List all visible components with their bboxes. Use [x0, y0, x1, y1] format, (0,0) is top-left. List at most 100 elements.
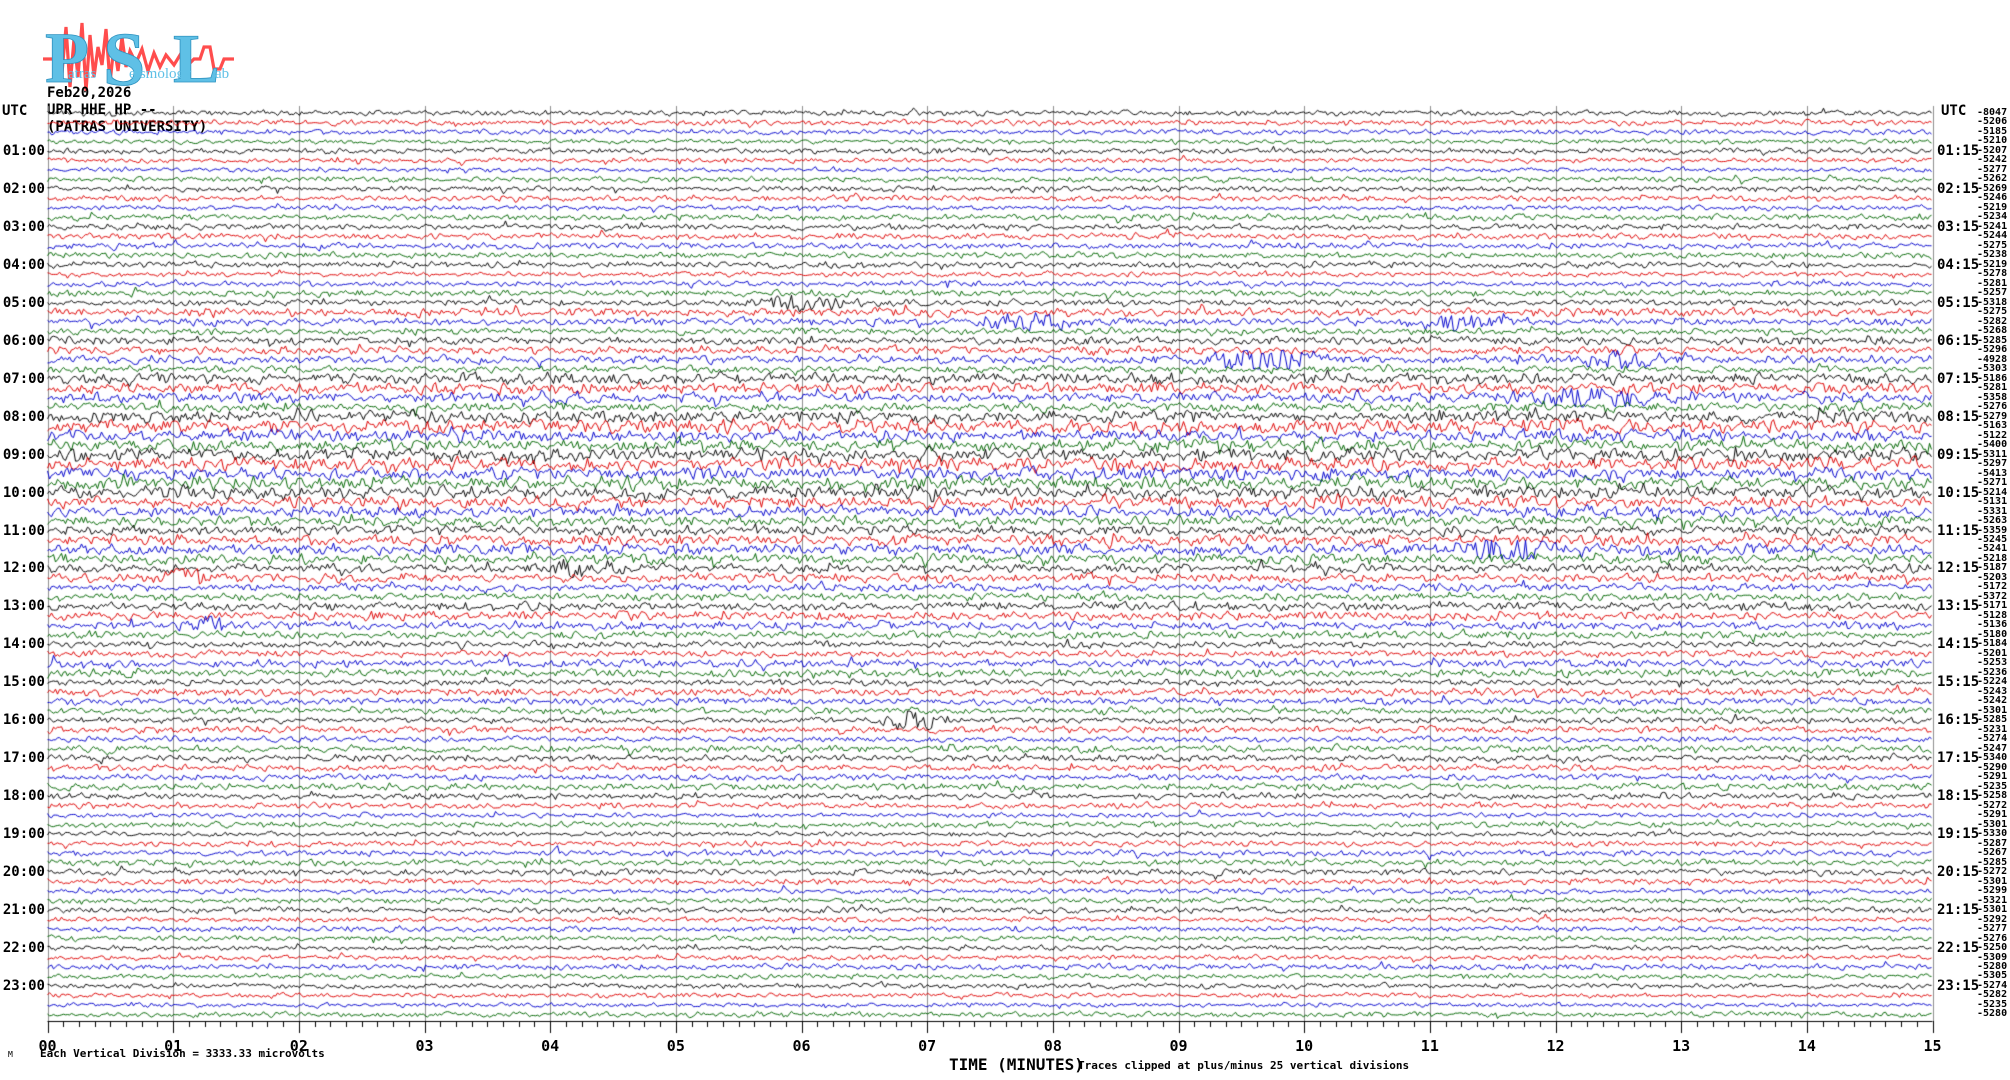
right-offset-value: -5258 [1977, 790, 2008, 802]
right-offset-value: -5281 [1977, 382, 2008, 394]
right-offset-value: -5201 [1977, 647, 2008, 659]
left-hour-label: 01:00 [2, 142, 45, 159]
left-hour-label: 05:00 [2, 294, 45, 311]
right-hour-label: 23:15 [1937, 977, 1980, 994]
right-offset-value: -5206 [1977, 116, 2008, 128]
right-offset-value: -5274 [1977, 733, 2008, 745]
right-offset-value: -5185 [1977, 125, 2008, 137]
left-hour-label: 18:00 [2, 788, 45, 805]
left-hour-label: 04:00 [2, 256, 45, 273]
right-hour-label: 03:15 [1937, 218, 1980, 235]
right-offset-value: -5247 [1977, 742, 2008, 754]
right-hour-label: 13:15 [1937, 598, 1980, 615]
right-hour-label: 11:15 [1937, 522, 1980, 539]
right-hour-label: 02:15 [1937, 180, 1980, 197]
right-offset-value: -5172 [1977, 581, 2008, 593]
x-tick-label: 03 [415, 1037, 434, 1055]
right-offset-value: -5331 [1977, 505, 2008, 517]
x-tick-label: 09 [1169, 1037, 1188, 1055]
left-hour-label: 06:00 [2, 332, 45, 349]
right-offset-value: -5276 [1977, 401, 2008, 413]
right-offset-value: -5285 [1977, 714, 2008, 726]
right-hour-label: 20:15 [1937, 864, 1980, 881]
right-offset-value: -5224 [1977, 676, 2008, 688]
left-hour-label: 07:00 [2, 370, 45, 387]
right-offset-value: -5184 [1977, 638, 2008, 650]
right-offset-value: -5318 [1977, 296, 2008, 308]
right-offset-value: -5235 [1977, 780, 2008, 792]
left-hour-label: 14:00 [2, 636, 45, 653]
right-offset-value: -5234 [1977, 211, 2008, 223]
scale-text: Each Vertical Division = 3333.33 microvo… [40, 1047, 325, 1060]
right-offset-value: -5271 [1977, 477, 2008, 489]
x-tick-label: 15 [1923, 1037, 1942, 1055]
right-offset-value: -5282 [1977, 989, 2008, 1001]
right-offset-value: -5275 [1977, 306, 2008, 318]
right-offset-value: -5311 [1977, 448, 2008, 460]
right-offset-value: -8047 [1977, 107, 2008, 118]
right-offset-value: -5303 [1977, 363, 2008, 375]
right-offset-value: -5285 [1977, 334, 2008, 346]
right-offset-value: -5131 [1977, 496, 2008, 508]
right-offset-value: -5246 [1977, 192, 2008, 204]
right-offset-value: -5218 [1977, 552, 2008, 564]
right-offset-value: -5296 [1977, 344, 2008, 356]
x-tick-label: 05 [666, 1037, 685, 1055]
right-offset-value: -5262 [1977, 173, 2008, 185]
right-offset-value: -5241 [1977, 543, 2008, 555]
left-hour-label: 02:00 [2, 180, 45, 197]
x-tick-label: 12 [1546, 1037, 1565, 1055]
right-offset-value: -5136 [1977, 619, 2008, 631]
right-offset-value: -5277 [1977, 163, 2008, 175]
right-hour-label: 16:15 [1937, 712, 1980, 729]
right-offset-value: -5400 [1977, 439, 2008, 451]
x-tick-label: 06 [792, 1037, 811, 1055]
right-hour-label: 10:15 [1937, 484, 1980, 501]
right-offset-value: -5272 [1977, 866, 2008, 878]
right-offset-value: -5301 [1977, 704, 2008, 716]
right-offset-value: -5340 [1977, 752, 2008, 764]
x-tick-label: 01 [164, 1037, 183, 1055]
right-offset-value: -5268 [1977, 325, 2008, 337]
x-tick-label: 04 [541, 1037, 560, 1055]
x-tick-label: 07 [918, 1037, 937, 1055]
left-hour-label: 19:00 [2, 826, 45, 843]
right-hour-label: 09:15 [1937, 446, 1980, 463]
scale-mark: M [8, 1050, 13, 1059]
clip-note: Traces clipped at plus/minus 25 vertical… [1078, 1059, 1410, 1072]
left-hour-label: 11:00 [2, 522, 45, 539]
left-hour-label: 10:00 [2, 484, 45, 501]
right-hour-label: 07:15 [1937, 370, 1980, 387]
left-hour-label: 12:00 [2, 560, 45, 577]
left-hour-label: 08:00 [2, 408, 45, 425]
right-offset-value: -4928 [1977, 353, 2008, 365]
right-offset-value: -5285 [1977, 856, 2008, 868]
right-offset-value: -5163 [1977, 420, 2008, 432]
right-offset-value: -5291 [1977, 771, 2008, 783]
right-offset-value: -5301 [1977, 904, 2008, 916]
right-offset-value: -5287 [1977, 837, 2008, 849]
right-offset-value: -5210 [1977, 135, 2008, 147]
right-hour-label: 04:15 [1937, 256, 1980, 273]
right-offset-value: -5244 [1977, 230, 2008, 242]
right-offset-value: -5274 [1977, 979, 2008, 991]
right-hour-label: 17:15 [1937, 750, 1980, 767]
right-offset-value: -5276 [1977, 932, 2008, 944]
left-hour-label: 21:00 [2, 902, 45, 919]
right-offset-value: -5280 [1977, 1008, 2008, 1020]
right-offset-value: -5359 [1977, 524, 2008, 536]
right-offset-value: -5214 [1977, 486, 2008, 498]
right-offset-value: -5299 [1977, 885, 2008, 897]
right-offset-value: -5207 [1977, 144, 2008, 156]
x-tick-label: 08 [1043, 1037, 1062, 1055]
x-tick-label: 00 [38, 1037, 57, 1055]
right-offset-value: -5277 [1977, 923, 2008, 935]
right-offset-value: -5305 [1977, 970, 2008, 982]
right-offset-value: -5236 [1977, 666, 2008, 678]
right-offset-value: -5242 [1977, 154, 2008, 166]
right-offset-value: -5272 [1977, 799, 2008, 811]
right-offset-value: -5231 [1977, 723, 2008, 735]
x-tick-label: 14 [1797, 1037, 1816, 1055]
